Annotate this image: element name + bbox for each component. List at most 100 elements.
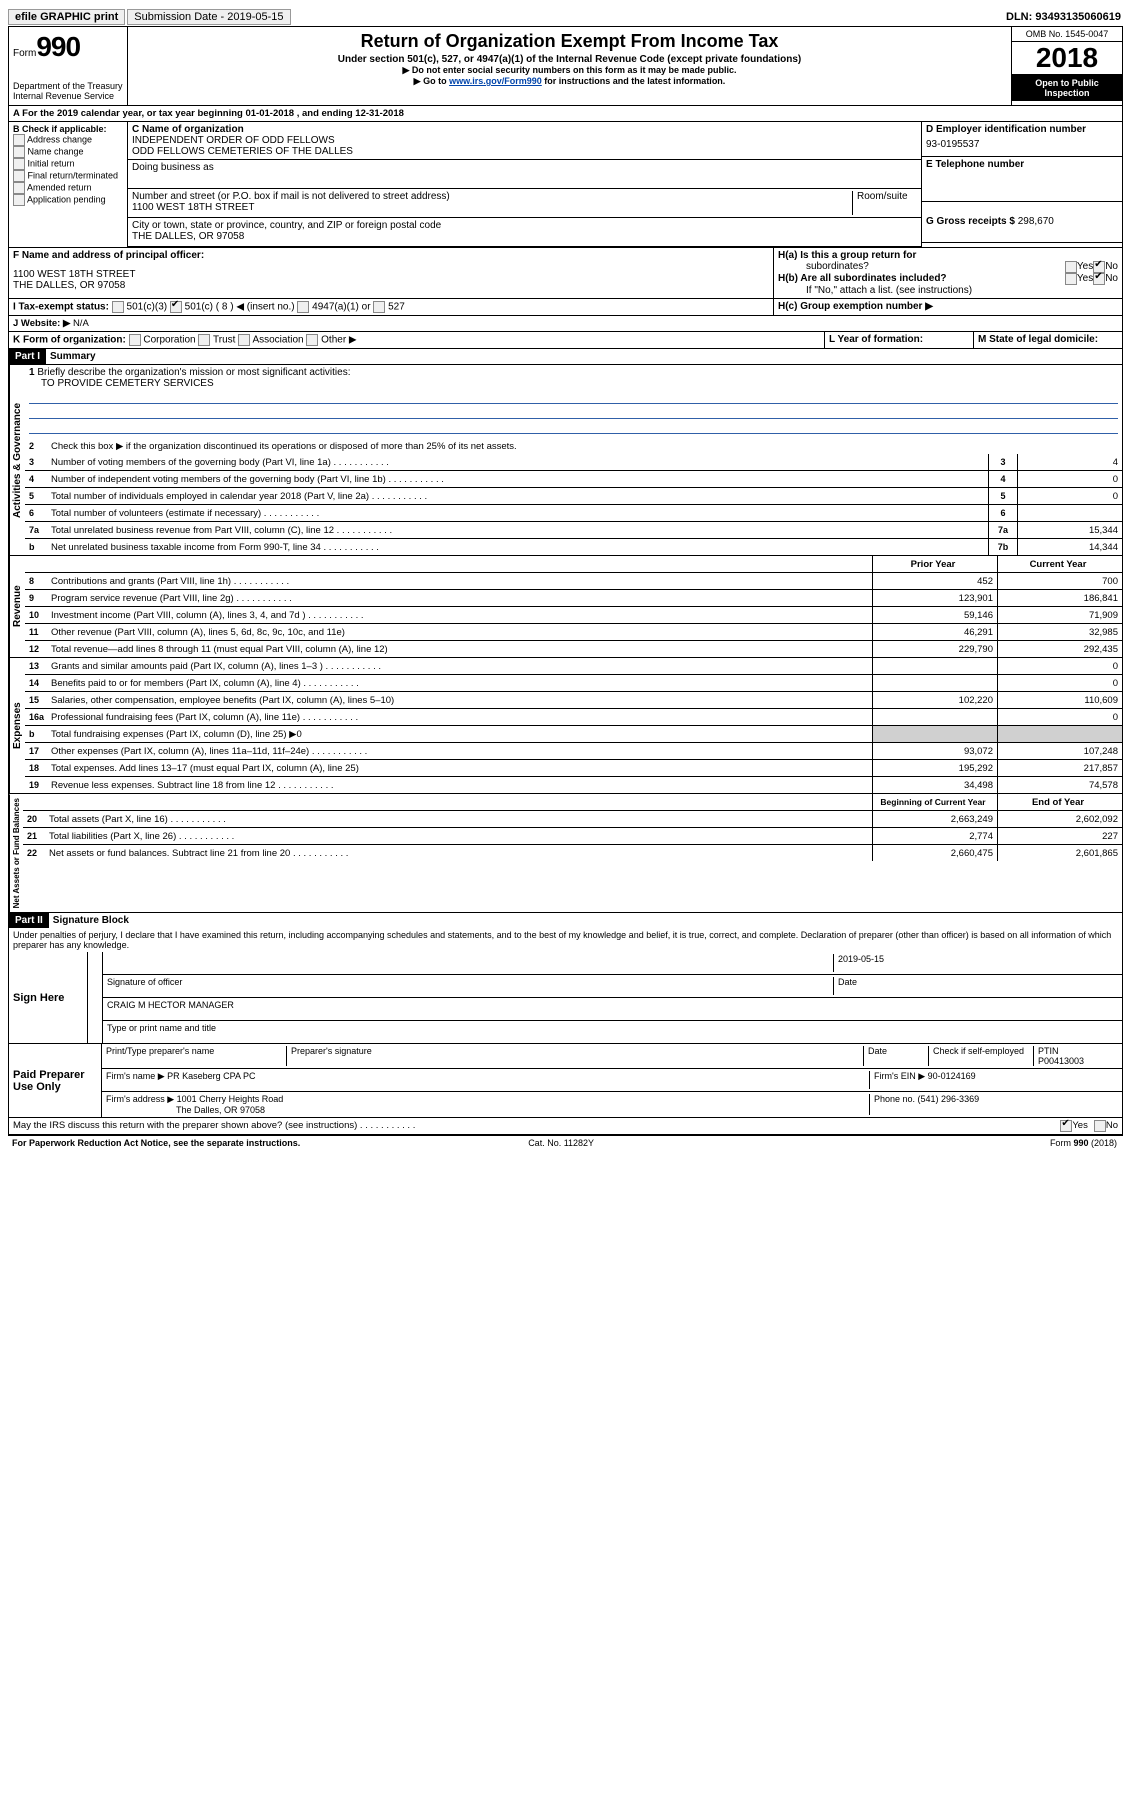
c17: 107,248 bbox=[997, 743, 1122, 759]
form-footer: Form 990 (2018) bbox=[1050, 1138, 1117, 1148]
omb-number: OMB No. 1545-0047 bbox=[1012, 27, 1122, 42]
check-name[interactable] bbox=[13, 146, 25, 158]
p22: 2,660,475 bbox=[872, 845, 997, 861]
p16a bbox=[872, 709, 997, 725]
k-corp[interactable] bbox=[129, 334, 141, 346]
discuss-yes[interactable] bbox=[1060, 1120, 1072, 1132]
i-501c[interactable] bbox=[170, 301, 182, 313]
e-label: E Telephone number bbox=[926, 159, 1118, 170]
ptin-label: PTIN bbox=[1038, 1046, 1059, 1056]
vlabel-revenue: Revenue bbox=[9, 556, 25, 657]
i-label: I Tax-exempt status: bbox=[13, 302, 109, 313]
l3-desc: Number of voting members of the governin… bbox=[51, 456, 988, 469]
c8: 700 bbox=[997, 573, 1122, 589]
firm-addr: Firm's address ▶ 1001 Cherry Heights Roa… bbox=[106, 1094, 283, 1104]
l22: Net assets or fund balances. Subtract li… bbox=[49, 847, 872, 860]
vlabel-governance: Activities & Governance bbox=[9, 365, 25, 555]
prep-date-label: Date bbox=[864, 1046, 929, 1066]
l6-desc: Total number of volunteers (estimate if … bbox=[51, 507, 988, 520]
l5-desc: Total number of individuals employed in … bbox=[51, 490, 988, 503]
type-name-label: Type or print name and title bbox=[103, 1021, 1122, 1043]
l9: Program service revenue (Part VIII, line… bbox=[51, 592, 872, 605]
l7b-desc: Net unrelated business taxable income fr… bbox=[51, 541, 988, 554]
l11: Other revenue (Part VIII, column (A), li… bbox=[51, 626, 872, 639]
check-amended[interactable] bbox=[13, 182, 25, 194]
j-value: N/A bbox=[73, 318, 89, 329]
check-pending[interactable] bbox=[13, 194, 25, 206]
l-label: L Year of formation: bbox=[824, 332, 973, 348]
instr-link[interactable]: www.irs.gov/Form990 bbox=[449, 76, 542, 86]
prep-sig-label: Preparer's signature bbox=[287, 1046, 864, 1066]
p20: 2,663,249 bbox=[872, 811, 997, 827]
l1-desc: Briefly describe the organization's miss… bbox=[37, 367, 350, 378]
check-address[interactable] bbox=[13, 134, 25, 146]
discuss-no[interactable] bbox=[1094, 1120, 1106, 1132]
hb-no[interactable] bbox=[1093, 273, 1105, 285]
ein-value: 93-0195537 bbox=[926, 135, 1118, 154]
d-label: D Employer identification number bbox=[926, 124, 1118, 135]
city-value: THE DALLES, OR 97058 bbox=[132, 231, 917, 242]
f-addr1: 1100 WEST 18TH STREET bbox=[13, 269, 769, 280]
k-label: K Form of organization: bbox=[13, 335, 126, 346]
opt-pending: Application pending bbox=[27, 194, 106, 204]
officer-name: CRAIG M HECTOR MANAGER bbox=[103, 998, 1122, 1021]
dln-label: DLN: 93493135060619 bbox=[1006, 11, 1121, 23]
sig-date-val: 2019-05-15 bbox=[833, 954, 1118, 972]
city-label: City or town, state or province, country… bbox=[132, 220, 917, 231]
perjury-text: Under penalties of perjury, I declare th… bbox=[9, 928, 1122, 952]
l17: Other expenses (Part IX, column (A), lin… bbox=[51, 745, 872, 758]
l13: Grants and similar amounts paid (Part IX… bbox=[51, 660, 872, 673]
addr-label: Number and street (or P.O. box if mail i… bbox=[132, 191, 852, 202]
check-final[interactable] bbox=[13, 170, 25, 182]
l8: Contributions and grants (Part VIII, lin… bbox=[51, 575, 872, 588]
k-other[interactable] bbox=[306, 334, 318, 346]
submission-date: Submission Date - 2019-05-15 bbox=[127, 9, 290, 25]
v5: 0 bbox=[1017, 488, 1122, 504]
instr-2-pre: ▶ Go to bbox=[414, 76, 449, 86]
inspection-2: Inspection bbox=[1044, 88, 1089, 98]
hb-yes[interactable] bbox=[1065, 273, 1077, 285]
i-o1: 501(c)(3) bbox=[127, 302, 168, 313]
c16b bbox=[997, 726, 1122, 742]
c18: 217,857 bbox=[997, 760, 1122, 776]
p18: 195,292 bbox=[872, 760, 997, 776]
org-name-1: INDEPENDENT ORDER OF ODD FELLOWS bbox=[132, 135, 917, 146]
ha-label: H(a) Is this a group return for bbox=[778, 250, 916, 261]
no-label: No bbox=[1106, 1120, 1118, 1132]
i-o4: 527 bbox=[388, 302, 405, 313]
check-initial[interactable] bbox=[13, 158, 25, 170]
l21: Total liabilities (Part X, line 26) bbox=[49, 830, 872, 843]
ha-yes[interactable] bbox=[1065, 261, 1077, 273]
part2-header: Part II bbox=[9, 913, 49, 928]
c9: 186,841 bbox=[997, 590, 1122, 606]
cat-no: Cat. No. 11282Y bbox=[528, 1138, 594, 1148]
j-label: J Website: ▶ bbox=[13, 318, 70, 329]
v7a: 15,344 bbox=[1017, 522, 1122, 538]
c22: 2,601,865 bbox=[997, 845, 1122, 861]
i-527[interactable] bbox=[373, 301, 385, 313]
firm-phone: Phone no. (541) 296-3369 bbox=[869, 1094, 1118, 1115]
l10: Investment income (Part VIII, column (A)… bbox=[51, 609, 872, 622]
c10: 71,909 bbox=[997, 607, 1122, 623]
c12: 292,435 bbox=[997, 641, 1122, 657]
form-label: Form bbox=[13, 48, 36, 59]
i-501c3[interactable] bbox=[112, 301, 124, 313]
tax-year: 2018 bbox=[1012, 42, 1122, 75]
k-o3: Association bbox=[252, 335, 303, 346]
part1-header: Part I bbox=[9, 349, 46, 364]
c-name-label: C Name of organization bbox=[132, 124, 917, 135]
efile-button[interactable]: efile GRAPHIC print bbox=[8, 9, 125, 25]
k-assoc[interactable] bbox=[238, 334, 250, 346]
c15: 110,609 bbox=[997, 692, 1122, 708]
p17: 93,072 bbox=[872, 743, 997, 759]
room-label: Room/suite bbox=[853, 191, 917, 215]
k-trust[interactable] bbox=[198, 334, 210, 346]
inspection-1: Open to Public bbox=[1035, 78, 1099, 88]
i-o2: 501(c) ( 8 ) ◀ (insert no.) bbox=[185, 302, 295, 313]
prep-name-label: Print/Type preparer's name bbox=[106, 1046, 287, 1066]
k-o4: Other ▶ bbox=[321, 335, 356, 346]
current-year-header: Current Year bbox=[997, 556, 1122, 572]
l12: Total revenue—add lines 8 through 11 (mu… bbox=[51, 643, 872, 656]
i-4947[interactable] bbox=[297, 301, 309, 313]
opt-initial: Initial return bbox=[28, 158, 75, 168]
